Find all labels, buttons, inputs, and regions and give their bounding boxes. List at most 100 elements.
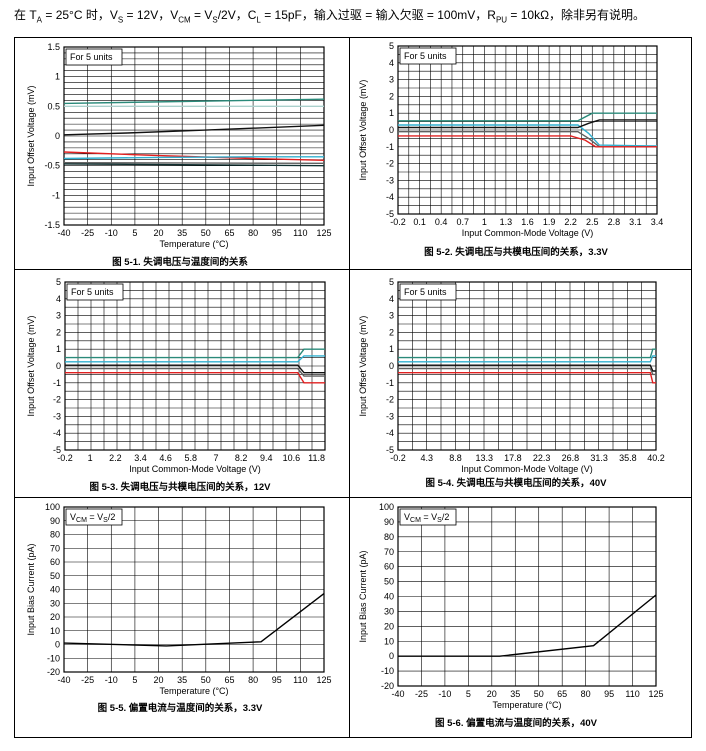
- x-tick-label: -10: [438, 689, 451, 699]
- x-tick-label: 2.2: [564, 217, 577, 227]
- note-part: V: [404, 512, 410, 522]
- x-tick-label: 3.4: [651, 217, 664, 227]
- x-tick-label: 35: [177, 228, 187, 238]
- series-line: [398, 124, 658, 147]
- note-text: For 5 units: [404, 51, 447, 61]
- y-tick-label: 80: [384, 532, 394, 542]
- x-tick-label: 95: [272, 675, 282, 685]
- y-tick-label: 90: [384, 517, 394, 527]
- y-tick-label: -2: [53, 395, 61, 405]
- plot-border: [63, 506, 325, 673]
- y-tick-label: 0: [389, 125, 394, 135]
- x-tick-label: 2.2: [109, 453, 122, 463]
- grid-lines: [397, 45, 658, 215]
- plot-border: [397, 281, 657, 451]
- note-part: /2: [108, 512, 116, 522]
- x-axis-label: Temperature (°C): [159, 686, 228, 696]
- y-tick-label: 0: [389, 651, 394, 661]
- note-box: [399, 508, 457, 526]
- plots: -40 -25 -10 5 20 35 50 65 80 95 110 125-1.5-1-0.500…: [26, 41, 665, 729]
- x-tick-label: 20: [487, 689, 497, 699]
- series-line: [63, 98, 325, 105]
- y-tick-label: -2: [386, 159, 394, 169]
- y-tick-label: 60: [50, 557, 60, 567]
- y-tick-label: -10: [381, 666, 394, 676]
- y-tick-label: 40: [384, 592, 394, 602]
- series-line: [63, 156, 324, 160]
- header-subscript: S: [212, 15, 218, 25]
- x-tick-label: -40: [391, 689, 404, 699]
- x-tick-label: -25: [81, 228, 94, 238]
- chart-2: -0.2 0.1 0.4 0.7 1 1.3 1.6 1.9 2.2 2.5 2.8 3.1 3.4 -5…: [358, 41, 663, 258]
- note-part: V: [70, 512, 76, 522]
- y-tick-label: -3: [386, 175, 394, 185]
- series-line: [398, 348, 656, 359]
- grid-lines: [63, 46, 325, 226]
- y-tick-label: 20: [384, 621, 394, 631]
- y-tick-label: 2: [56, 327, 61, 337]
- x-tick-label: 20: [154, 228, 164, 238]
- x-tick-label: 125: [316, 675, 331, 685]
- legend-note: For 5 units: [65, 48, 123, 66]
- y-tick-label: 2: [389, 327, 394, 337]
- x-axis-label: Input Common-Mode Voltage (V): [129, 464, 261, 474]
- note-part: = V: [421, 512, 437, 522]
- y-tick-label: 1: [56, 344, 61, 354]
- x-tick-label: 35.8: [619, 453, 637, 463]
- x-tick-label: 125: [648, 689, 663, 699]
- y-tick-label: 1: [389, 108, 394, 118]
- x-tick-label: 26.8: [562, 453, 580, 463]
- series-line: [398, 364, 656, 372]
- grid-lines: [64, 281, 326, 451]
- y-tick-label: 1: [55, 72, 60, 82]
- figure-caption: 图 5-1. 失调电压与温度间的关系: [112, 256, 248, 268]
- x-tick-label: 65: [224, 675, 234, 685]
- series-line: [398, 355, 656, 363]
- x-tick-label: -0.2: [57, 453, 73, 463]
- y-tick-label: -1: [386, 378, 394, 388]
- series-line: [63, 124, 325, 136]
- chart-5: -40 -25 -10 5 20 35 50 65 80 95 110 125 -20 -10 0 10 20 3…: [26, 502, 332, 714]
- y-tick-label: 50: [50, 571, 60, 581]
- y-tick-label: -4: [386, 192, 394, 202]
- y-tick-label: 4: [389, 294, 394, 304]
- y-axis-label: Input Offset Voltage (mV): [26, 316, 36, 417]
- y-tick-label: 5: [56, 277, 61, 287]
- y-tick-label: 3: [56, 311, 61, 321]
- chart-6: -40 -25 -10 5 20 35 50 65 80 95 110 125 -20 -10 0 10 20 3…: [358, 502, 664, 729]
- x-tick-label: 0.1: [413, 217, 426, 227]
- series-line: [398, 367, 656, 376]
- y-tick-label: 100: [45, 502, 60, 512]
- x-axis-label: Temperature (°C): [159, 239, 228, 249]
- y-tick-label: -0.5: [44, 161, 60, 171]
- series-line: [65, 367, 325, 377]
- x-tick-label: 22.3: [533, 453, 551, 463]
- series-line: [65, 355, 325, 363]
- series-line: [398, 594, 657, 657]
- x-tick-label: 35: [177, 675, 187, 685]
- x-tick-label: 50: [534, 689, 544, 699]
- plot-border: [64, 281, 326, 451]
- x-tick-label: 3.1: [629, 217, 642, 227]
- y-tick-label: -1: [386, 142, 394, 152]
- y-tick-label: -1: [53, 378, 61, 388]
- x-tick-label: -10: [105, 675, 118, 685]
- y-tick-label: 3: [389, 311, 394, 321]
- header-subscript: PU: [495, 15, 508, 25]
- x-tick-label: 8.2: [235, 453, 248, 463]
- x-tick-label: 0.4: [435, 217, 448, 227]
- grid-lines: [397, 281, 657, 451]
- x-tick-label: 5: [466, 689, 471, 699]
- y-tick-label: 0: [55, 640, 60, 650]
- y-tick-label: 1.5: [47, 42, 60, 52]
- y-tick-label: 5: [389, 41, 394, 51]
- legend-note: For 5 units: [399, 283, 457, 301]
- x-tick-label: 0.7: [456, 217, 469, 227]
- figure-caption: 图 5-3. 失调电压与共模电压间的关系，12V: [89, 481, 271, 493]
- note-box: [65, 508, 123, 526]
- x-tick-label: -25: [415, 689, 428, 699]
- x-tick-label: 5: [132, 675, 137, 685]
- outer-border: [14, 37, 692, 738]
- figure-frame: [14, 37, 692, 738]
- figure-caption: 图 5-5. 偏置电流与温度间的关系，3.3V: [98, 702, 263, 714]
